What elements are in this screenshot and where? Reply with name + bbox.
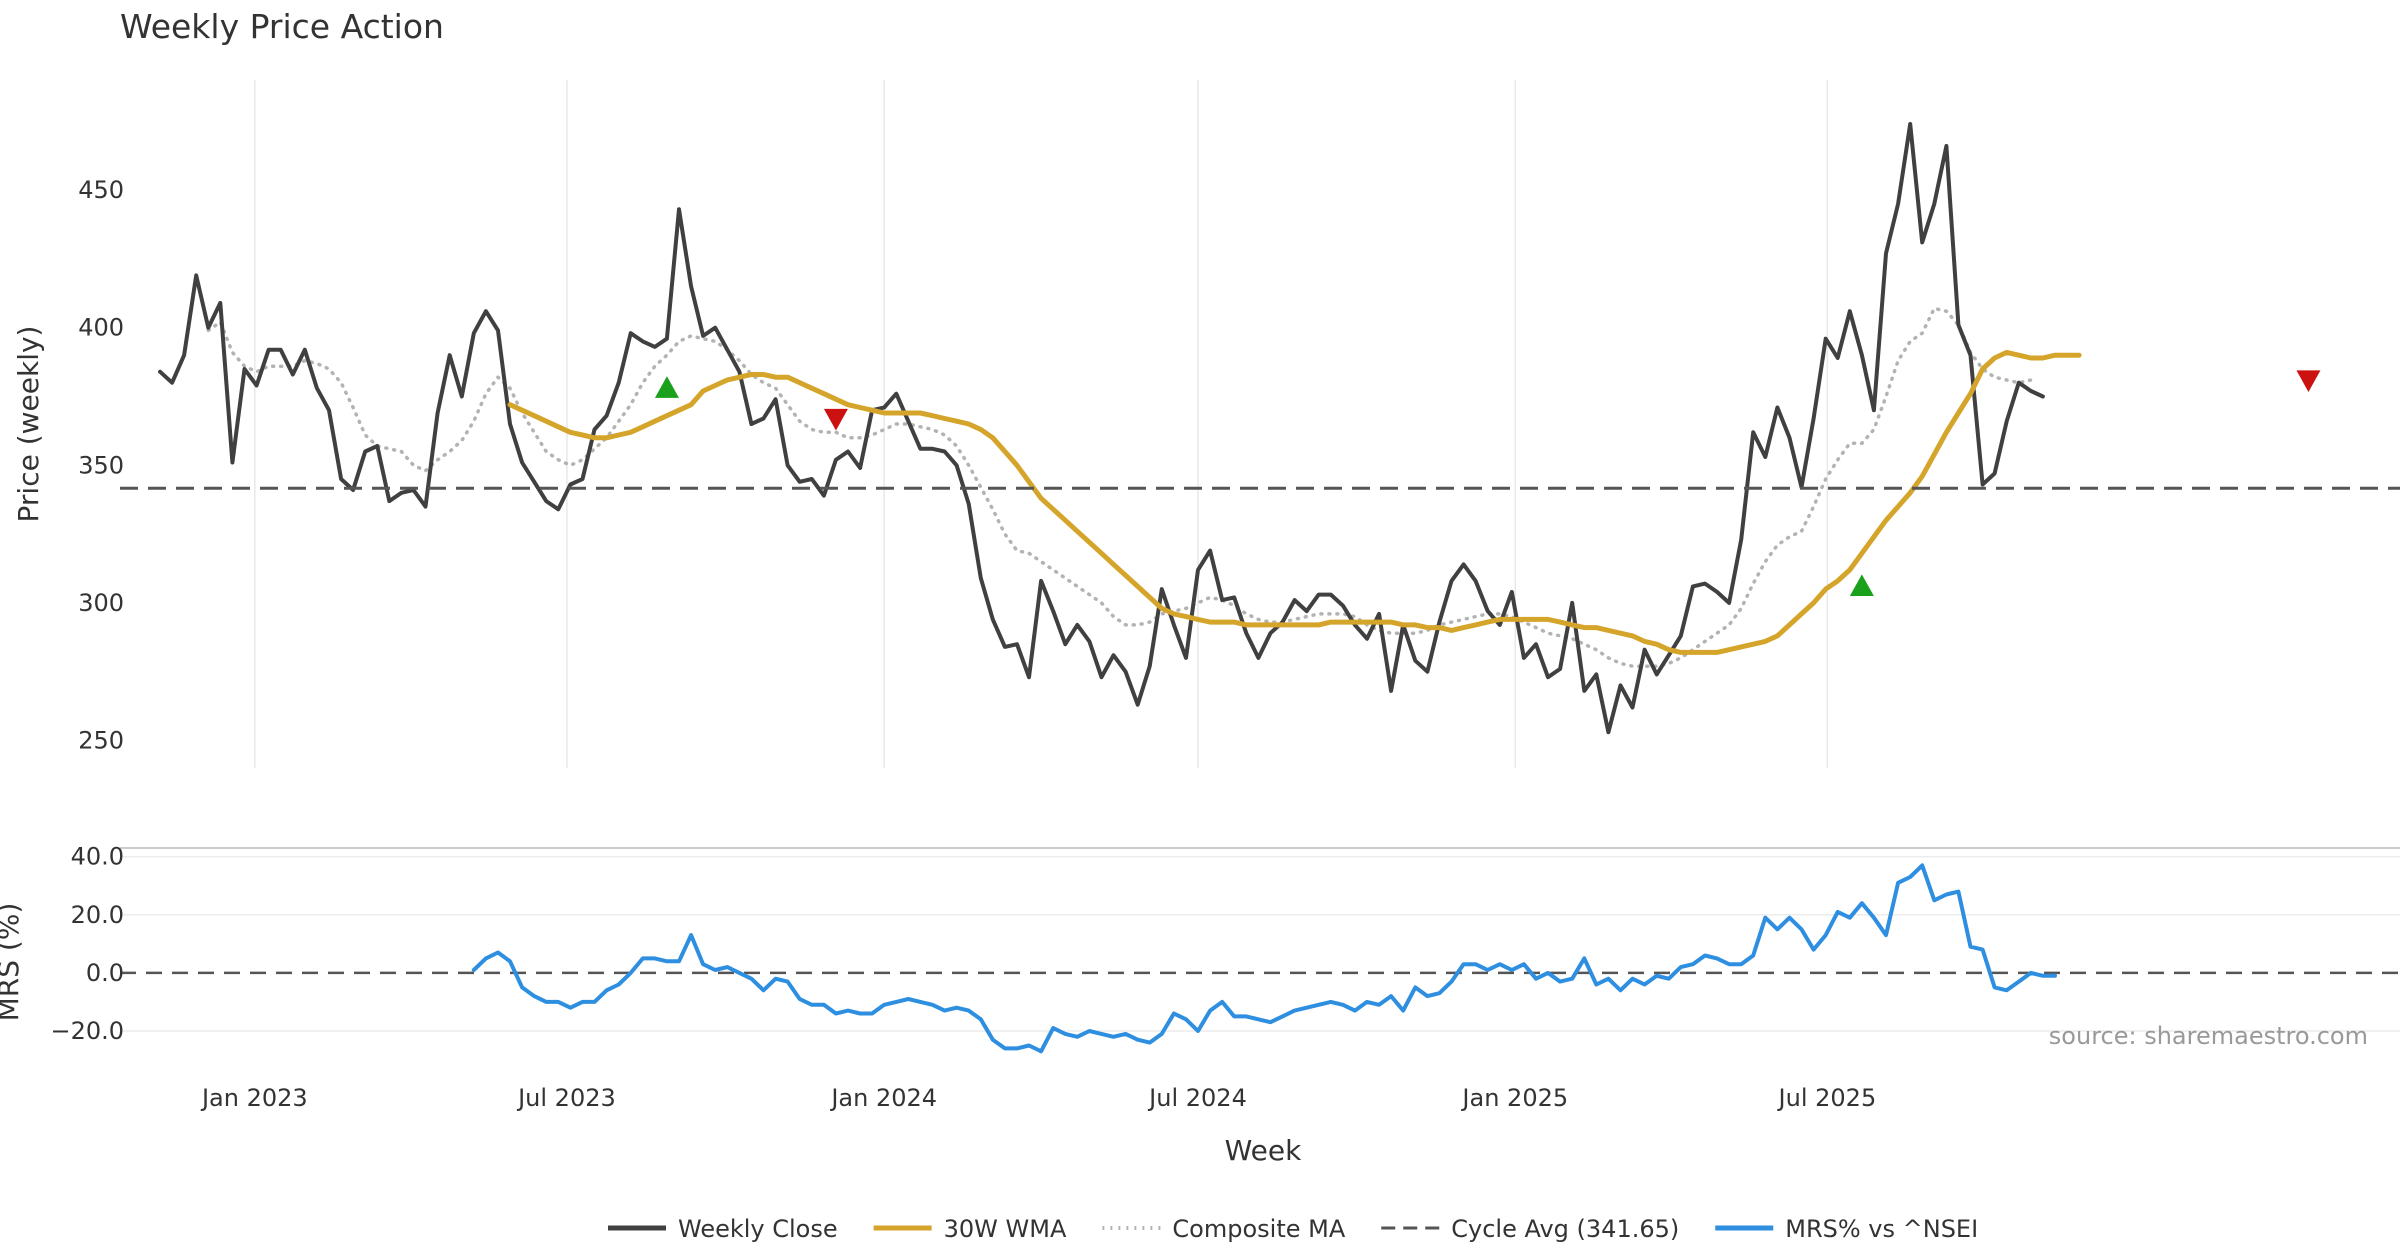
legend-entry: Cycle Avg (341.65) <box>1451 1215 1679 1243</box>
x-ticks: Jan 2023 Jul 2023 Jan 2024 Jul 2024 Jan 2025… <box>200 1084 1876 1112</box>
legend-entry: 30W WMA <box>944 1215 1067 1243</box>
legend-entry: Composite MA <box>1172 1215 1345 1243</box>
chart-title: Weekly Price Action <box>120 7 444 46</box>
legend-entry: Weekly Close <box>678 1215 838 1243</box>
price-y-tick-label: 250 <box>78 726 124 754</box>
source-note: source: sharemaestro.com <box>2049 1022 2368 1050</box>
mrs-y-tick-label: 0.0 <box>86 959 124 987</box>
mrs-line <box>471 863 2057 1054</box>
legend-entry: MRS% vs ^NSEI <box>1785 1215 1978 1243</box>
weekly-close-line <box>158 122 2045 735</box>
mrs-y-axis-label: MRS (%) <box>0 903 25 1022</box>
price-series <box>120 122 2400 735</box>
signal-markers <box>654 370 2321 596</box>
legend: Weekly Close 30W WMA Composite MA Cycle Avg… <box>608 1215 1978 1243</box>
x-tick-label: Jan 2025 <box>1460 1084 1568 1112</box>
x-tick-label: Jan 2024 <box>829 1084 937 1112</box>
price-y-tick-label: 400 <box>78 314 124 342</box>
buy-signal-marker <box>1849 574 1874 596</box>
buy-signal-marker <box>654 376 679 398</box>
composite-ma-line <box>206 306 2033 668</box>
x-tick-label: Jul 2024 <box>1147 1084 1247 1112</box>
mrs-y-tick-label: −20.0 <box>50 1017 124 1045</box>
x-axis-label: Week <box>1225 1134 1302 1167</box>
price-y-tick-label: 300 <box>78 589 124 617</box>
sell-signal-marker <box>823 408 848 431</box>
mrs-y-tick-label: 20.0 <box>71 901 124 929</box>
price-y-tick-label: 350 <box>78 451 124 479</box>
x-tick-label: Jul 2023 <box>516 1084 616 1112</box>
price-y-axis-label: Price (weekly) <box>12 326 45 523</box>
mrs-y-ticks: 40.0 20.0 0.0 −20.0 <box>50 843 124 1045</box>
price-y-tick-label: 450 <box>78 176 124 204</box>
mrs-gridlines <box>120 855 2400 1032</box>
mrs-series <box>471 863 2057 1054</box>
price-y-ticks: 250 300 350 400 450 <box>78 176 124 754</box>
mrs-y-tick-label: 40.0 <box>71 843 124 871</box>
wma-30w-line <box>507 349 2082 655</box>
x-tick-label: Jan 2023 <box>200 1084 308 1112</box>
x-tick-label: Jul 2025 <box>1777 1084 1877 1112</box>
sell-signal-marker <box>2296 370 2321 392</box>
price-gridlines <box>254 80 1829 768</box>
